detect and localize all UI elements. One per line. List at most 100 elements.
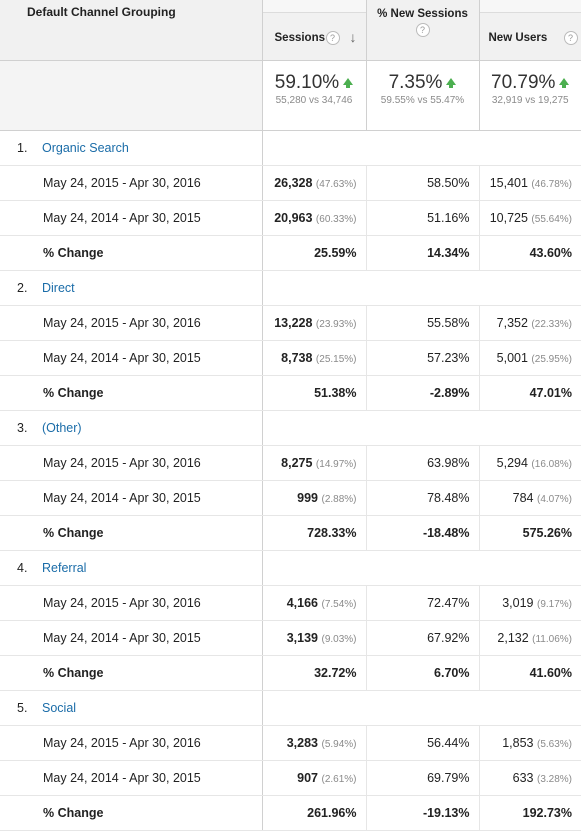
sessions-cell: 3,283 (5.94%) bbox=[261, 725, 366, 761]
sessions-cell: 3,139 (9.03%) bbox=[261, 620, 366, 656]
new-users-share: (46.78%) bbox=[531, 178, 572, 190]
sessions-change: 25.59% bbox=[261, 235, 366, 271]
new-users-cell: 633 (3.28%) bbox=[478, 760, 581, 796]
new-users-header[interactable]: New Users ? bbox=[478, 0, 581, 61]
new-users-value: 15,401 bbox=[489, 175, 528, 190]
change-label: % Change bbox=[0, 375, 262, 411]
change-row: % Change 32.72% 6.70% 41.60% bbox=[0, 655, 581, 691]
help-icon[interactable]: ? bbox=[563, 31, 578, 45]
date-range-row: May 24, 2015 - Apr 30, 2016 4,166 (7.54%)… bbox=[0, 585, 581, 621]
sessions-share: (9.03%) bbox=[321, 633, 357, 645]
date-range-row: May 24, 2014 - Apr 30, 2015 999 (2.88%) 78… bbox=[0, 480, 581, 516]
channel-link[interactable]: (Other) bbox=[42, 420, 82, 435]
new-sessions-header-label: % New Sessions bbox=[377, 8, 468, 20]
new-sessions-change: -18.48% bbox=[365, 515, 479, 551]
date-range-row: May 24, 2015 - Apr 30, 2016 13,228 (23.93… bbox=[0, 305, 581, 341]
sessions-cell: 13,228 (23.93%) bbox=[261, 305, 366, 341]
change-row: % Change 728.33% -18.48% 575.26% bbox=[0, 515, 581, 551]
summary-row: 59.10% 55,280 vs 34,746 7.35% 59.55% vs … bbox=[0, 60, 581, 131]
new-sessions-change: 6.70% bbox=[365, 655, 479, 691]
new-users-value: 633 bbox=[512, 770, 534, 785]
sessions-share: (60.33%) bbox=[315, 213, 357, 225]
new-users-share: (22.33%) bbox=[531, 318, 572, 330]
change-label: % Change bbox=[0, 655, 262, 691]
channel-rank: 2. bbox=[17, 280, 28, 295]
sessions-value: 20,963 bbox=[274, 210, 313, 225]
summary-new-users-detail: 32,919 vs 19,275 bbox=[491, 94, 569, 106]
summary-new-sessions-pct: 7.35% bbox=[388, 71, 443, 93]
new-users-change: 575.26% bbox=[478, 515, 581, 551]
channel-link[interactable]: Direct bbox=[42, 280, 75, 295]
arrow-up-icon bbox=[446, 77, 457, 88]
new-users-value: 5,294 bbox=[496, 455, 528, 470]
date-range-label: May 24, 2015 - Apr 30, 2016 bbox=[0, 445, 262, 481]
new-users-share: (11.06%) bbox=[532, 633, 572, 645]
channel-row: 4. Referral bbox=[0, 550, 581, 586]
new-users-cell: 1,853 (5.63%) bbox=[478, 725, 581, 761]
change-label: % Change bbox=[0, 515, 262, 551]
sessions-value: 3,139 bbox=[286, 630, 318, 645]
sessions-change: 51.38% bbox=[261, 375, 366, 411]
header-row: Default Channel Grouping Sessions ? ↓ % … bbox=[0, 0, 581, 61]
new-users-cell: 15,401 (46.78%) bbox=[478, 165, 581, 201]
date-range-row: May 24, 2015 - Apr 30, 2016 3,283 (5.94%)… bbox=[0, 725, 581, 761]
summary-spacer bbox=[0, 60, 262, 131]
summary-new-users-pct: 70.79% bbox=[491, 71, 556, 93]
new-users-cell: 7,352 (22.33%) bbox=[478, 305, 581, 341]
sessions-header[interactable]: Sessions ? ↓ bbox=[261, 0, 366, 61]
new-sessions-cell: 67.92% bbox=[365, 620, 479, 656]
sessions-change: 261.96% bbox=[261, 795, 366, 831]
new-users-share: (4.07%) bbox=[536, 493, 572, 505]
date-range-label: May 24, 2015 - Apr 30, 2016 bbox=[0, 725, 262, 761]
sessions-value: 26,328 bbox=[274, 175, 313, 190]
channel-link[interactable]: Social bbox=[42, 700, 77, 715]
summary-sessions-pct: 59.10% bbox=[274, 71, 340, 93]
sort-desc-icon[interactable]: ↓ bbox=[349, 29, 357, 45]
channel-rank: 1. bbox=[17, 140, 28, 155]
summary-new-sessions: 7.35% 59.55% vs 55.47% bbox=[365, 60, 479, 131]
change-label: % Change bbox=[0, 795, 262, 831]
new-users-share: (55.64%) bbox=[531, 213, 572, 225]
sessions-cell: 20,963 (60.33%) bbox=[261, 200, 366, 236]
new-sessions-change: -2.89% bbox=[365, 375, 479, 411]
new-users-value: 1,853 bbox=[502, 735, 534, 750]
channel-link[interactable]: Referral bbox=[42, 560, 87, 575]
sessions-header-label: Sessions bbox=[274, 32, 326, 44]
new-sessions-header[interactable]: % New Sessions ? bbox=[365, 0, 479, 61]
sessions-share: (47.63%) bbox=[315, 178, 357, 190]
new-users-share: (25.95%) bbox=[531, 353, 572, 365]
sessions-cell: 8,275 (14.97%) bbox=[261, 445, 366, 481]
dimension-header[interactable]: Default Channel Grouping bbox=[0, 0, 262, 61]
sessions-share: (25.15%) bbox=[315, 353, 357, 365]
date-range-row: May 24, 2014 - Apr 30, 2015 8,738 (25.15%… bbox=[0, 340, 581, 376]
new-users-share: (3.28%) bbox=[536, 773, 572, 785]
sessions-share: (7.54%) bbox=[321, 598, 357, 610]
new-users-value: 3,019 bbox=[502, 595, 534, 610]
summary-new-users: 70.79% 32,919 vs 19,275 bbox=[478, 60, 581, 131]
sessions-share: (14.97%) bbox=[315, 458, 357, 470]
help-icon[interactable]: ? bbox=[415, 23, 430, 37]
date-range-row: May 24, 2014 - Apr 30, 2015 907 (2.61%) 69… bbox=[0, 760, 581, 796]
date-range-label: May 24, 2014 - Apr 30, 2015 bbox=[0, 340, 262, 376]
arrow-up-icon bbox=[559, 77, 570, 88]
new-sessions-change: -19.13% bbox=[365, 795, 479, 831]
new-users-change: 41.60% bbox=[478, 655, 581, 691]
new-sessions-cell: 56.44% bbox=[365, 725, 479, 761]
change-row: % Change 51.38% -2.89% 47.01% bbox=[0, 375, 581, 411]
channel-link[interactable]: Organic Search bbox=[42, 140, 129, 155]
sessions-value: 8,275 bbox=[281, 455, 313, 470]
sessions-value: 907 bbox=[297, 770, 318, 785]
help-icon[interactable]: ? bbox=[325, 31, 340, 45]
summary-sessions-detail: 55,280 vs 34,746 bbox=[275, 94, 353, 106]
sessions-share: (2.88%) bbox=[321, 493, 357, 505]
channel-row: 2. Direct bbox=[0, 270, 581, 306]
channel-rank: 5. bbox=[17, 700, 28, 715]
channel-row: 1. Organic Search bbox=[0, 130, 581, 166]
new-sessions-cell: 72.47% bbox=[365, 585, 479, 621]
channel-row: 3. (Other) bbox=[0, 410, 581, 446]
new-sessions-cell: 57.23% bbox=[365, 340, 479, 376]
sessions-value: 8,738 bbox=[281, 350, 313, 365]
sessions-change: 32.72% bbox=[261, 655, 366, 691]
sessions-cell: 999 (2.88%) bbox=[261, 480, 366, 516]
